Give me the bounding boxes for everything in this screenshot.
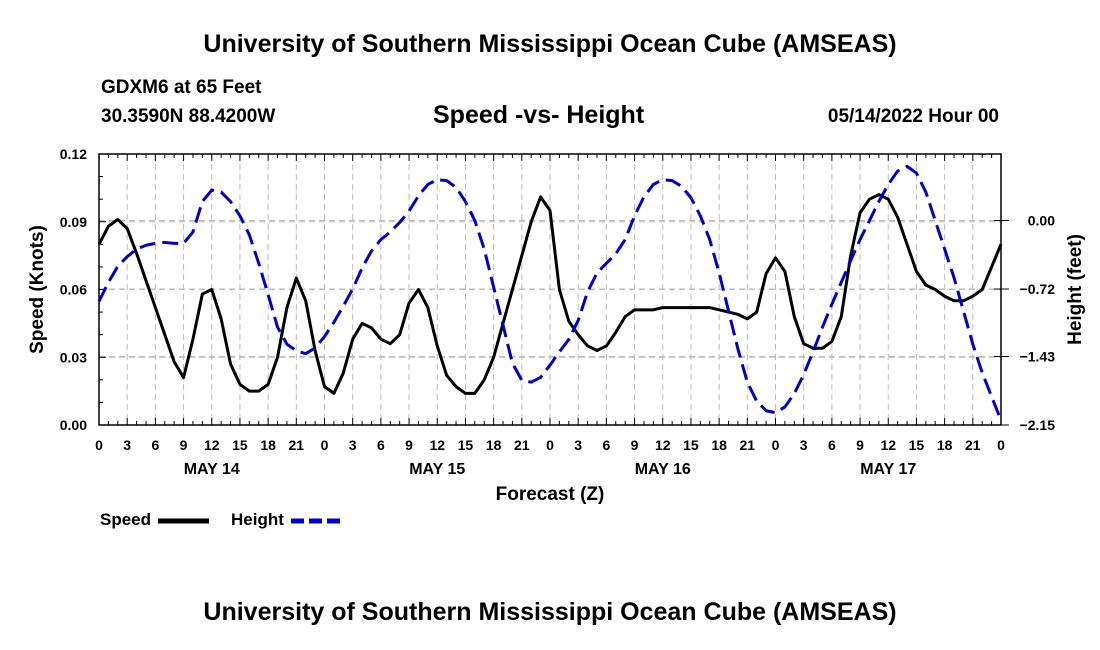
x-tick-label: 6 [602,437,610,453]
x-tick-label: 9 [180,437,188,453]
x-tick-label: 9 [631,437,639,453]
legend-height: Height [231,510,344,530]
legend-height-label: Height [231,510,284,529]
x-tick-label: 3 [349,437,357,453]
x-tick-label: 0 [546,437,554,453]
y-tick-label: 0.09 [60,214,87,230]
day-label: MAY 14 [184,461,240,478]
legend-speed: Speed [100,510,211,530]
y2-tick-label: −0.72 [1020,281,1056,297]
x-tick-label: 3 [800,437,808,453]
location-label: 30.3590N 88.4200W [101,106,276,127]
chart-subtitle: Speed -vs- Height [433,101,645,129]
speed-series-line [97,193,1003,395]
x-tick-label: 12 [880,437,896,453]
height-series-line [97,164,1003,421]
y2-tick-label: −2.15 [1020,417,1056,433]
day-label: MAY 15 [409,461,465,478]
day-label: MAY 16 [635,461,691,478]
y-tick-label: 0.12 [60,146,87,162]
footer-title: University of Southern Mississippi Ocean… [203,598,897,626]
x-tick-label: 21 [289,437,305,453]
x-tick-label: 18 [260,437,276,453]
y-tick-label: 0.06 [60,282,87,298]
x-tick-label: 0 [997,437,1005,453]
legend-speed-label: Speed [100,510,152,529]
x-tick-label: 18 [486,437,502,453]
y2-axis-label: Height (feet) [1065,234,1086,345]
x-tick-label: 6 [828,437,836,453]
x-tick-label: 9 [405,437,413,453]
x-tick-label: 15 [458,437,474,453]
y-tick-label: 0.03 [60,349,87,365]
y-tick-label: 0.00 [60,417,87,433]
x-tick-label: 12 [655,437,671,453]
y2-tick-label: −1.43 [1020,349,1056,365]
x-tick-label: 3 [123,437,131,453]
x-tick-label: 21 [965,437,981,453]
x-tick-label: 12 [429,437,445,453]
legend-height-swatch [290,518,342,524]
x-tick-label: 6 [377,437,385,453]
x-tick-label: 0 [772,437,780,453]
y-axis-label: Speed (Knots) [27,225,48,354]
x-tick-label: 18 [937,437,953,453]
x-tick-label: 3 [574,437,582,453]
station-label: GDXM6 at 65 Feet [101,77,262,98]
x-tick-label: 6 [151,437,159,453]
x-tick-label: 9 [856,437,864,453]
x-tick-label: 21 [740,437,756,453]
x-tick-label: 0 [95,437,103,453]
datetime-label: 05/14/2022 Hour 00 [827,106,999,127]
day-label: MAY 17 [860,461,916,478]
x-tick-label: 18 [711,437,727,453]
x-tick-label: 15 [683,437,699,453]
x-tick-label: 0 [321,437,329,453]
x-tick-label: 21 [514,437,530,453]
y2-tick-label: 0.00 [1028,213,1055,229]
legend-speed-swatch [157,518,209,524]
x-axis-label: Forecast (Z) [496,484,605,505]
x-tick-label: 15 [232,437,248,453]
x-tick-label: 12 [204,437,220,453]
chart-title: University of Southern Mississippi Ocean… [203,30,897,58]
x-tick-label: 15 [909,437,925,453]
